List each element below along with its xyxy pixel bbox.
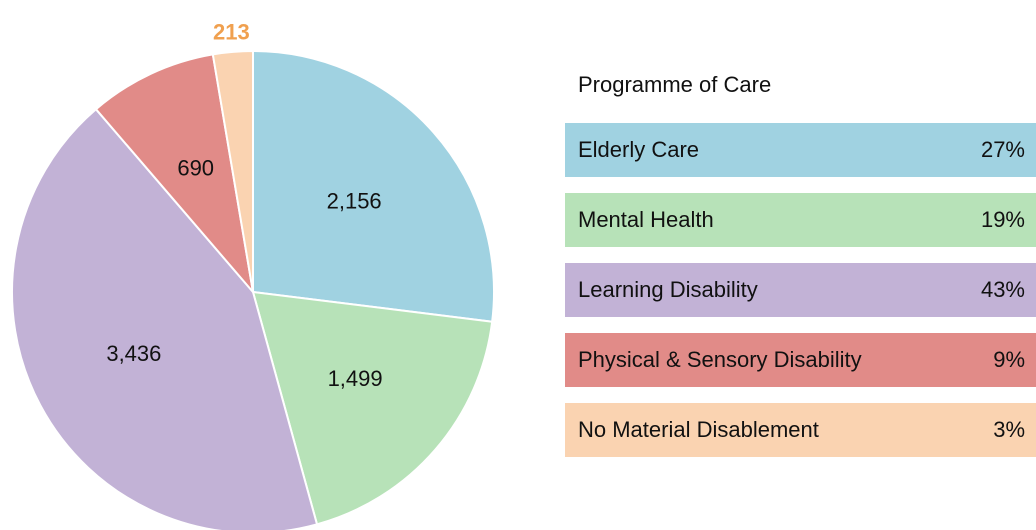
legend-label: Elderly Care	[578, 137, 699, 162]
legend-share: 9%	[993, 347, 1025, 372]
legend-label: Physical & Sensory Disability	[578, 347, 862, 372]
legend-share: 43%	[981, 277, 1025, 302]
legend-label: Learning Disability	[578, 277, 758, 302]
legend-label: Mental Health	[578, 207, 714, 232]
data-label: 690	[177, 156, 214, 181]
data-label: 3,436	[106, 341, 161, 366]
pie-slice	[251, 290, 494, 526]
data-label: 1,499	[328, 366, 383, 391]
legend-share: 19%	[981, 207, 1025, 232]
pie-slice	[94, 53, 255, 296]
legend-share: 3%	[993, 417, 1025, 442]
legend-swatch	[565, 333, 1036, 387]
legend-share: 27%	[981, 137, 1025, 162]
legend-swatch	[565, 123, 1036, 177]
pie-slice	[11, 107, 319, 530]
legend-swatch	[565, 263, 1036, 317]
data-label: 213	[213, 20, 250, 45]
pie-slice	[252, 49, 495, 323]
legend-swatch	[565, 403, 1036, 457]
pie-slice	[211, 49, 254, 293]
legend-label: No Material Disablement	[578, 417, 819, 442]
legend-swatch	[565, 193, 1036, 247]
legend-title: Programme of Care	[578, 72, 771, 97]
data-label: 2,156	[327, 188, 382, 213]
